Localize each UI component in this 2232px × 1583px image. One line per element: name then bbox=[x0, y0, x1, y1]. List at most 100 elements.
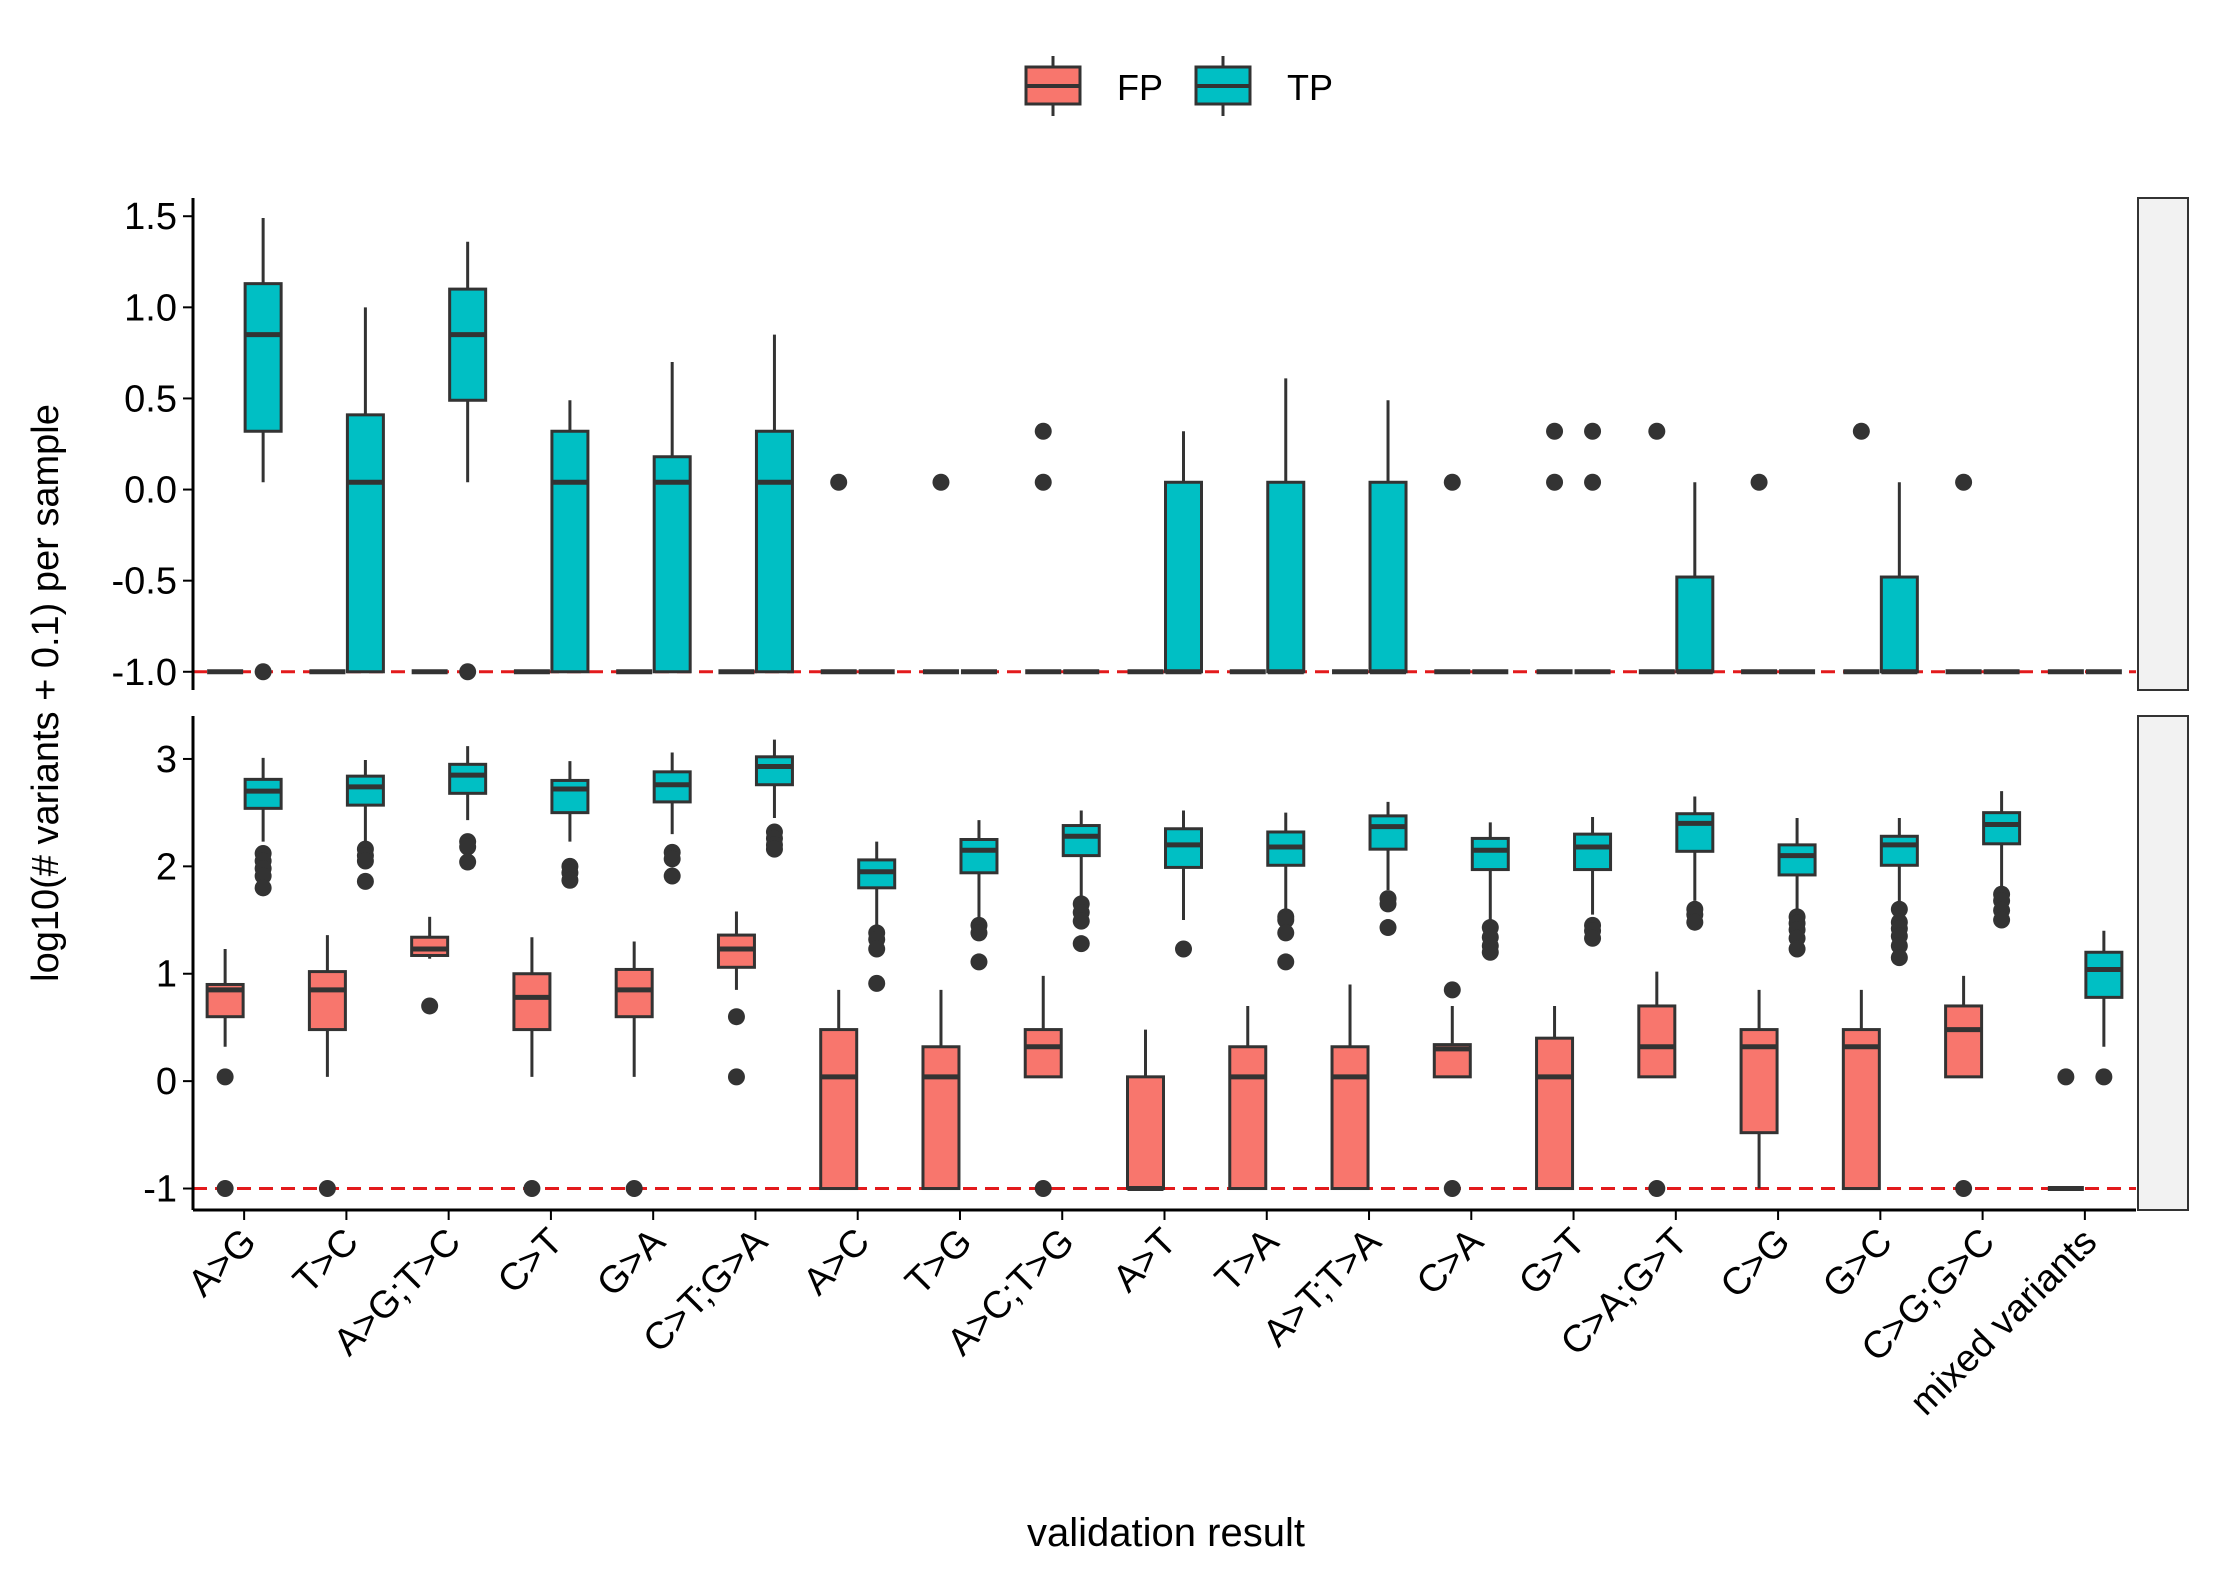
x-tick-label-g-a: G>A bbox=[589, 1220, 674, 1305]
box-raw-tp-c-t-g-a bbox=[754, 739, 794, 858]
box-raw-tp-t-a bbox=[1266, 812, 1306, 971]
box-raw-fp-t-g bbox=[921, 989, 961, 1191]
box-raw-tp-a-t bbox=[1164, 810, 1203, 958]
box-raw-tp-t-g bbox=[959, 820, 999, 971]
box-body bbox=[550, 778, 590, 815]
box-body bbox=[1944, 1004, 1984, 1079]
box-filtered-tp-a-t-t-a bbox=[1368, 400, 1408, 675]
box-raw-tp-g-c bbox=[1879, 818, 1919, 967]
box-body bbox=[2084, 950, 2124, 999]
outlier-point bbox=[1852, 422, 1870, 440]
box-raw-fp-a-t bbox=[1126, 1029, 1165, 1192]
box-body bbox=[614, 967, 654, 1019]
y-tick-label-raw: 3 bbox=[156, 739, 177, 781]
box-raw-tp-a-g bbox=[243, 757, 283, 897]
outlier-point bbox=[356, 872, 374, 890]
box-filtered-tp-c-a-g-t bbox=[1675, 482, 1715, 675]
outlier-point bbox=[1443, 1180, 1461, 1198]
x-tick-label-c-a: C>A bbox=[1409, 1220, 1492, 1303]
outlier-point bbox=[1955, 1180, 1973, 1198]
box-raw-tp-c-a-g-t bbox=[1675, 796, 1715, 931]
y-tick-label-raw: 0 bbox=[156, 1061, 177, 1103]
box-raw-tp-mixed-variants bbox=[2084, 930, 2124, 1086]
box-raw-fp-mixed-variants bbox=[2047, 1068, 2084, 1192]
box-filtered-tp-g-c bbox=[1879, 482, 1919, 675]
box-filtered-fp-c-g-g-c bbox=[1945, 473, 1982, 675]
y-tick-label-filtered: 0.5 bbox=[124, 378, 177, 420]
box-filtered-fp-c-g bbox=[1741, 473, 1778, 675]
outlier-point bbox=[830, 473, 848, 491]
outlier-point bbox=[1277, 911, 1295, 929]
box-body bbox=[307, 970, 347, 1032]
box-raw-fp-c-g bbox=[1739, 989, 1779, 1189]
box-filtered-tp-g-a bbox=[652, 362, 692, 674]
box-body bbox=[1470, 836, 1510, 872]
box-body bbox=[550, 429, 590, 674]
box-body bbox=[921, 1045, 961, 1191]
box-raw-fp-g-a bbox=[614, 941, 654, 1198]
y-tick-label-raw: -1 bbox=[143, 1169, 177, 1211]
box-body bbox=[754, 429, 794, 674]
box-body bbox=[1535, 1036, 1575, 1191]
strip-raw bbox=[2137, 715, 2189, 1211]
box-raw-tp-c-g-g-c bbox=[1982, 791, 2022, 929]
box-body bbox=[1061, 824, 1101, 858]
x-tick-label-c-t: C>T bbox=[490, 1221, 571, 1302]
outlier-point bbox=[1546, 473, 1564, 491]
outlier-point bbox=[1546, 422, 1564, 440]
box-raw-tp-g-t bbox=[1573, 816, 1613, 947]
box-body bbox=[1164, 827, 1203, 869]
outlier-point bbox=[216, 1068, 234, 1086]
y-tick-label-filtered: -0.5 bbox=[112, 561, 177, 603]
box-body bbox=[1126, 1075, 1165, 1191]
box-body bbox=[1777, 843, 1817, 877]
outlier-point bbox=[1993, 911, 2011, 929]
box-body bbox=[345, 774, 385, 807]
box-body bbox=[512, 972, 552, 1032]
box-filtered-fp-a-c bbox=[820, 473, 857, 675]
box-body bbox=[410, 935, 450, 957]
y-axis-title: log10(# variants + 0.1) per sample bbox=[25, 404, 67, 982]
box-body bbox=[1982, 811, 2022, 846]
outlier-point bbox=[1584, 473, 1602, 491]
outlier-point bbox=[625, 1180, 643, 1198]
box-body bbox=[1023, 1028, 1063, 1079]
box-body bbox=[1228, 1045, 1268, 1191]
outlier-point bbox=[1277, 953, 1295, 971]
outlier-point bbox=[1686, 913, 1704, 931]
box-filtered-fp-c-a bbox=[1434, 473, 1471, 675]
box-body bbox=[448, 287, 488, 402]
x-tick-label-g-c: G>C bbox=[1815, 1221, 1901, 1307]
box-raw-fp-t-a bbox=[1228, 1005, 1268, 1191]
box-raw-tp-a-c-t-g bbox=[1061, 810, 1101, 953]
box-raw-fp-g-t bbox=[1535, 1005, 1575, 1191]
box-raw-fp-a-t-t-a bbox=[1330, 984, 1370, 1191]
outlier-point bbox=[1379, 919, 1397, 937]
box-filtered-fp-t-g bbox=[922, 473, 959, 675]
y-tick-label-filtered: 1.5 bbox=[124, 196, 177, 238]
outlier-point bbox=[1890, 937, 1908, 955]
outlier-point bbox=[1788, 940, 1806, 958]
outlier-point bbox=[561, 871, 579, 889]
outlier-point bbox=[216, 1180, 234, 1198]
box-raw-fp-c-t bbox=[512, 937, 552, 1198]
outlier-point bbox=[459, 853, 477, 871]
box-filtered-tp-g-t bbox=[1574, 422, 1611, 675]
outlier-point bbox=[254, 663, 272, 681]
outlier-point bbox=[727, 1068, 745, 1086]
outlier-point bbox=[1443, 473, 1461, 491]
outlier-point bbox=[727, 1008, 745, 1026]
box-body bbox=[1675, 575, 1715, 674]
outlier-point bbox=[318, 1180, 336, 1198]
strip-filtered bbox=[2137, 197, 2189, 691]
outlier-point bbox=[1072, 912, 1090, 930]
box-raw-fp-c-a-g-t bbox=[1637, 971, 1677, 1198]
outlier-point bbox=[868, 940, 886, 958]
box-body bbox=[652, 455, 692, 674]
box-raw-fp-t-c bbox=[307, 935, 347, 1198]
outlier-point bbox=[1277, 924, 1295, 942]
box-raw-fp-a-c bbox=[819, 989, 859, 1191]
box-filtered-fp-g-c bbox=[1843, 422, 1880, 675]
outlier-point bbox=[1443, 981, 1461, 999]
